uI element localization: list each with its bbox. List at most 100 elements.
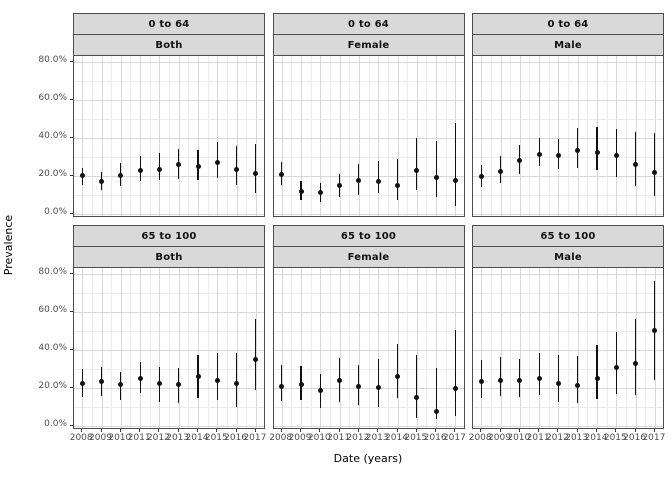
point-estimate-dot <box>555 381 561 387</box>
point-estimate-dot <box>575 383 581 389</box>
gridline-minor-horizontal <box>473 368 663 370</box>
x-axis-tick-label: 2013 <box>166 433 190 443</box>
x-axis-tick <box>538 429 540 432</box>
x-axis-tick <box>177 429 179 432</box>
gridline-minor-vertical <box>510 56 512 216</box>
x-axis-tick <box>557 429 559 432</box>
x-axis-tick-label: 2015 <box>603 433 627 443</box>
gridline-minor-horizontal <box>74 292 264 294</box>
gridline-major-horizontal <box>74 349 264 351</box>
point-estimate-dot <box>375 178 381 184</box>
gridline-major-vertical <box>358 56 360 216</box>
gridline-major-vertical <box>558 268 560 428</box>
gridline-major-vertical <box>178 56 180 216</box>
gridline-minor-vertical <box>606 56 608 216</box>
gridline-minor-vertical <box>91 56 93 216</box>
y-axis-tick <box>70 98 73 100</box>
point-estimate-dot <box>298 382 304 388</box>
gridline-major-horizontal <box>74 175 264 177</box>
gridline-major-vertical <box>500 56 502 216</box>
confidence-interval-whisker <box>158 152 160 180</box>
facet-panel <box>472 55 664 217</box>
gridline-major-vertical <box>416 56 418 216</box>
x-axis-tick <box>480 429 482 432</box>
confidence-interval-whisker <box>435 367 437 420</box>
gridline-major-vertical <box>436 268 438 428</box>
gridline-minor-horizontal <box>273 194 464 196</box>
gridline-minor-vertical <box>510 268 512 428</box>
gridline-minor-horizontal <box>74 156 264 158</box>
gridline-minor-horizontal <box>273 156 464 158</box>
gridline-major-horizontal <box>74 273 264 275</box>
point-estimate-dot <box>137 375 143 381</box>
point-estimate-dot <box>195 373 201 379</box>
gridline-major-horizontal <box>273 425 464 427</box>
x-axis-tick <box>338 429 340 432</box>
facet-panel <box>272 55 465 217</box>
gridline-major-vertical <box>198 56 199 216</box>
point-estimate-dot <box>652 170 658 176</box>
x-axis-tick-label: 2012 <box>545 433 569 443</box>
facet-strip-age-group: 0 to 64 <box>472 13 664 35</box>
gridline-minor-vertical <box>368 56 370 216</box>
gridline-minor-vertical <box>568 56 570 216</box>
gridline-major-vertical <box>120 56 122 216</box>
gridline-minor-vertical <box>368 268 370 428</box>
x-axis-tick <box>254 429 256 432</box>
x-axis-tick <box>415 429 417 432</box>
confidence-interval-whisker <box>377 359 379 407</box>
gridline-major-horizontal <box>74 137 264 139</box>
gridline-major-vertical <box>519 268 521 428</box>
facet-strip-age-group: 0 to 64 <box>73 13 265 35</box>
x-axis-tick-label: 2013 <box>565 433 589 443</box>
y-axis-tick-label: 80.0% <box>38 55 67 66</box>
gridline-minor-vertical <box>645 56 647 216</box>
point-estimate-dot <box>118 382 124 388</box>
gridline-minor-horizontal <box>273 330 464 332</box>
gridline-major-vertical <box>416 268 418 428</box>
confidence-interval-whisker <box>538 352 540 396</box>
gridline-minor-vertical <box>445 268 447 428</box>
confidence-interval-whisker <box>454 329 456 417</box>
point-estimate-dot <box>478 378 484 384</box>
gridline-major-vertical <box>236 56 238 216</box>
x-axis-tick-label: 2008 <box>468 433 492 443</box>
gridline-minor-vertical <box>111 56 113 216</box>
gridline-major-vertical <box>120 268 122 428</box>
gridline-minor-vertical <box>445 56 447 216</box>
point-estimate-dot <box>613 365 619 371</box>
facet-strip-age-group: 65 to 100 <box>472 225 664 247</box>
gridline-major-vertical <box>217 56 219 216</box>
gridline-minor-vertical <box>130 268 132 428</box>
gridline-minor-horizontal <box>273 80 464 82</box>
y-axis-tick-label: 40.0% <box>38 343 67 354</box>
y-axis-tick-label: 40.0% <box>38 131 67 142</box>
x-axis-tick <box>158 429 160 432</box>
y-axis-tick <box>70 424 73 426</box>
gridline-major-horizontal <box>473 425 663 427</box>
confidence-interval-whisker <box>396 344 399 399</box>
gridline-major-vertical <box>358 268 360 428</box>
x-axis-tick <box>435 429 437 432</box>
x-axis-tick-label: 2012 <box>346 433 370 443</box>
facet-panel <box>73 55 265 217</box>
x-axis-tick <box>235 429 237 432</box>
gridline-major-vertical <box>378 268 380 428</box>
x-axis-tick-label: 2008 <box>69 433 93 443</box>
x-axis-tick <box>454 429 456 432</box>
gridline-minor-horizontal <box>473 330 663 332</box>
point-estimate-dot <box>498 168 503 174</box>
gridline-major-vertical <box>519 56 521 216</box>
x-axis-tick <box>139 429 141 432</box>
y-axis-tick-label: 80.0% <box>38 267 67 278</box>
point-estimate-dot <box>433 175 439 181</box>
gridline-minor-vertical <box>349 268 351 428</box>
x-axis-tick-label: 2009 <box>89 433 112 443</box>
gridline-major-horizontal <box>273 61 464 63</box>
gridline-major-horizontal <box>74 213 264 215</box>
point-estimate-dot <box>452 386 458 392</box>
gridline-major-vertical <box>178 268 180 428</box>
gridline-minor-horizontal <box>74 330 264 332</box>
point-estimate-dot <box>99 178 104 184</box>
gridline-major-horizontal <box>273 99 464 101</box>
